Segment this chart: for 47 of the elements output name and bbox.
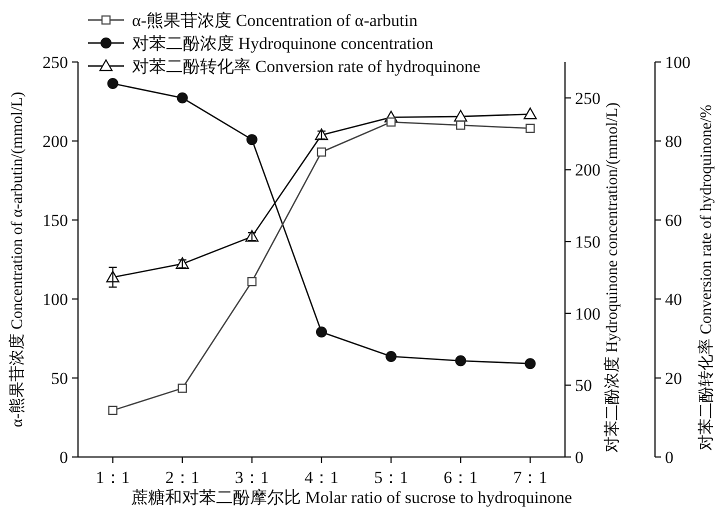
point <box>524 358 536 370</box>
y3-tick-label: 60 <box>665 211 682 230</box>
y-tick-label: 50 <box>51 369 68 388</box>
y2-axis-title: 对苯二酚浓度 Hydroquinone concentration/(mmol/L) <box>603 102 621 453</box>
y2-tick-label: 0 <box>575 448 584 467</box>
y2-tick-label: 50 <box>575 376 592 396</box>
y-tick-label: 200 <box>42 132 68 151</box>
x-axis-title: 蔗糖和对苯二酚摩尔比 Molar ratio of sucrose to hydroquinone <box>131 488 572 507</box>
y-tick-label: 250 <box>42 53 68 72</box>
point <box>455 355 466 366</box>
legend-label: 对苯二酚转化率 Conversion rate of hydroquinone <box>132 57 480 76</box>
point <box>316 147 326 157</box>
y2-tick-label: 200 <box>575 160 600 180</box>
point <box>526 124 535 133</box>
x-tick-label: 4：1 <box>304 468 338 487</box>
y3-axis-title: 对苯二酚转化率 Conversion rate of hydroquinone/% <box>697 104 715 450</box>
y3-tick-label: 80 <box>665 132 682 151</box>
point <box>247 277 257 286</box>
y2-tick-label: 100 <box>575 304 600 324</box>
y3-tick-label: 20 <box>665 369 682 388</box>
y3-tick-label: 100 <box>665 53 690 72</box>
y3-tick-label: 0 <box>665 448 674 467</box>
point <box>316 326 327 338</box>
y-tick-label: 0 <box>60 448 68 467</box>
y2-tick-label: 150 <box>575 232 600 252</box>
legend-label: 对苯二酚浓度 Hydroquinone concentration <box>132 34 434 53</box>
point <box>178 384 187 393</box>
point <box>246 134 258 146</box>
y-axis-title: α-熊果苷浓度 Concentration of α-arbutin/(mmol/L) <box>8 92 26 428</box>
x-tick-label: 3：1 <box>234 468 269 487</box>
x-tick-label: 2：1 <box>165 468 200 487</box>
point <box>524 108 537 120</box>
x-tick-label: 6：1 <box>444 468 478 487</box>
point <box>176 92 188 104</box>
y-tick-label: 100 <box>42 290 68 309</box>
y2-tick-label: 250 <box>575 88 600 108</box>
point <box>107 78 118 90</box>
y-tick-label: 150 <box>42 211 68 230</box>
x-tick-label: 5：1 <box>374 468 408 487</box>
x-tick-label: 7：1 <box>513 468 548 487</box>
x-tick-label: 1：1 <box>96 468 130 487</box>
point <box>386 350 397 362</box>
point <box>386 117 396 127</box>
y3-tick-label: 40 <box>665 290 682 309</box>
point <box>456 120 466 130</box>
point <box>108 406 118 415</box>
legend-label: α-熊果苷浓度 Concentration of α-arbutin <box>132 11 418 30</box>
